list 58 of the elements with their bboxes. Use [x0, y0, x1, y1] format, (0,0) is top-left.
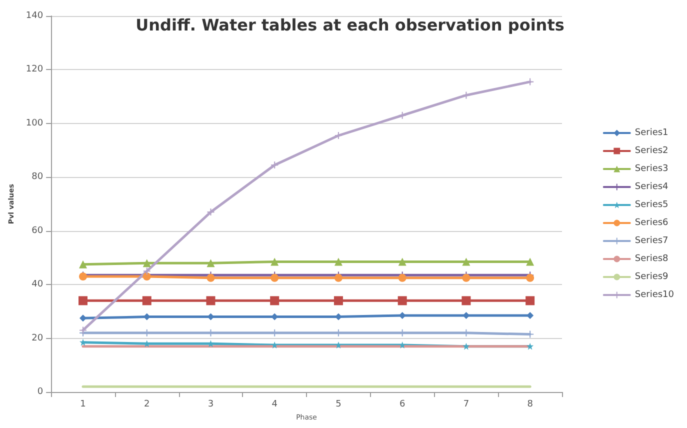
point — [270, 258, 279, 266]
y-tick-label: 40 — [32, 280, 44, 290]
legend-label: Series6 — [634, 218, 669, 228]
point — [79, 260, 88, 268]
point — [334, 274, 342, 282]
point — [270, 296, 280, 306]
point — [462, 274, 470, 282]
legend-label: Series3 — [634, 164, 668, 174]
legend-label: Series8 — [634, 254, 669, 264]
point — [206, 274, 215, 282]
y-tick-label: 0 — [37, 387, 44, 397]
x-tick-label: 8 — [527, 400, 534, 410]
legend-label: Series9 — [634, 272, 669, 282]
legend-label: Series7 — [634, 236, 668, 246]
point — [78, 296, 88, 306]
point — [462, 92, 470, 99]
legend-label: Series10 — [634, 290, 674, 300]
x-tick-label: 5 — [336, 400, 342, 410]
point — [462, 312, 470, 319]
point — [142, 296, 152, 306]
point — [398, 312, 406, 319]
point — [526, 312, 534, 319]
point — [270, 274, 279, 282]
point — [526, 296, 535, 306]
legend-label: Series4 — [634, 182, 669, 192]
point — [80, 326, 87, 334]
legend-label: Series2 — [634, 146, 668, 156]
point — [206, 259, 215, 268]
y-tick-label: 60 — [32, 226, 44, 236]
chart-title: Undiff. Water tables at each observation points — [136, 16, 564, 34]
point — [462, 258, 470, 266]
point — [462, 342, 470, 350]
point — [80, 338, 87, 346]
point — [526, 258, 534, 266]
point — [462, 296, 471, 306]
point — [207, 208, 214, 216]
point — [398, 258, 406, 266]
legend-label: Series5 — [634, 200, 668, 210]
point — [334, 258, 342, 266]
y-tick-label: 20 — [32, 333, 44, 344]
point — [526, 342, 534, 350]
x-tick-label: 3 — [208, 400, 214, 410]
y-tick-label: 140 — [26, 11, 44, 21]
x-tick-label: 4 — [272, 400, 278, 410]
y-tick-label: 100 — [26, 118, 44, 128]
x-tick-label: 1 — [80, 400, 86, 410]
point — [142, 259, 151, 268]
x-tick-label: 6 — [399, 400, 406, 410]
x-tick-label: 2 — [144, 400, 150, 410]
y-tick-label: 80 — [32, 172, 44, 182]
y-tick-label: 120 — [26, 64, 44, 75]
point — [526, 274, 534, 282]
point — [334, 296, 343, 306]
point — [206, 296, 216, 306]
legend-label: Series1 — [634, 128, 668, 138]
x-tick-label: 7 — [463, 400, 470, 410]
point — [398, 296, 407, 306]
point — [398, 274, 406, 282]
